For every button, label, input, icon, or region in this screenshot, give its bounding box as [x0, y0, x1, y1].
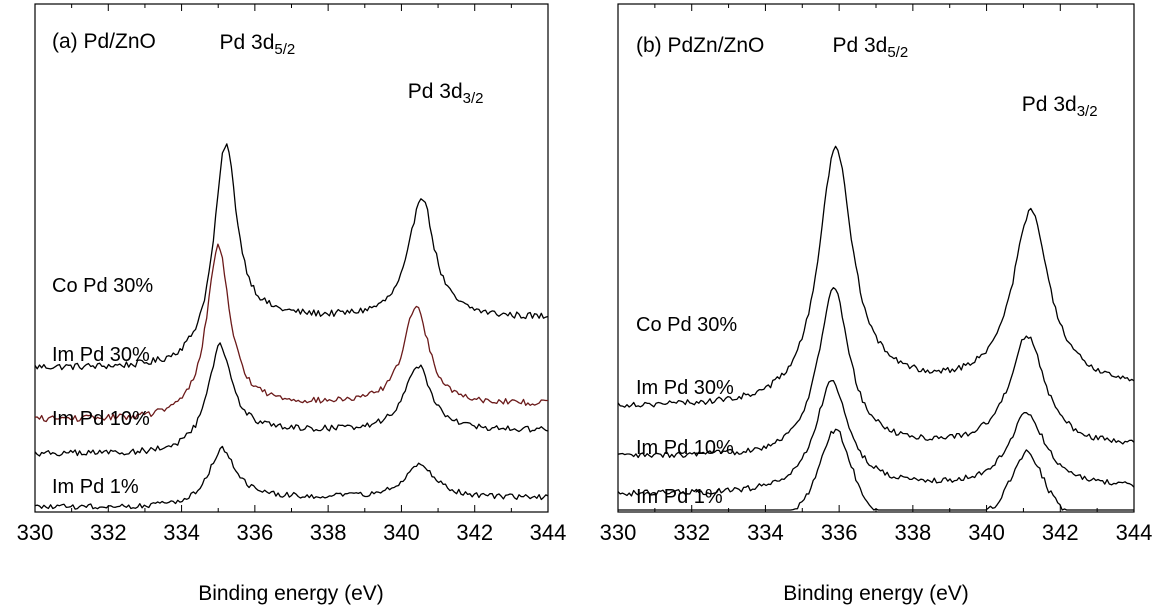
peak-label-main: Pd 3d	[832, 34, 887, 57]
spectrum-line	[34, 342, 549, 457]
x-tick-label: 338	[310, 520, 347, 545]
plot-frame	[34, 3, 549, 513]
x-tick-label: 342	[1042, 520, 1079, 545]
peak-label-subscript: 5/2	[274, 41, 295, 58]
peak-label-subscript: 3/2	[1077, 103, 1098, 120]
spectrum-line	[34, 243, 548, 423]
x-tick-label: 332	[90, 520, 127, 545]
peak-label: Pd 3d3/2	[408, 80, 484, 107]
x-tick-label: 334	[747, 520, 784, 545]
peak-label-subscript: 3/2	[463, 90, 484, 107]
spectrum-line	[617, 145, 1135, 408]
x-tick-label: 344	[1116, 520, 1153, 545]
peak-label: Pd 3d5/2	[832, 34, 908, 61]
x-tick-label: 330	[600, 520, 637, 545]
peak-label-main: Pd 3d	[1022, 93, 1077, 116]
plot-frame	[617, 3, 1135, 513]
x-axis-title: Binding energy (eV)	[198, 582, 384, 605]
x-axis-title: Binding energy (eV)	[783, 582, 969, 605]
x-tick-label: 336	[821, 520, 858, 545]
x-axis: 330 332 334 336 338 340 342 344	[600, 4, 1153, 545]
peak-label-subscript: 5/2	[887, 44, 908, 61]
series-label: Im Pd 1%	[52, 476, 139, 498]
series-label: Im Pd 10%	[52, 408, 150, 430]
x-tick-label: 340	[968, 520, 1005, 545]
peak-label: Pd 3d3/2	[1022, 93, 1098, 120]
panel-label: (b) PdZn/ZnO	[636, 34, 764, 57]
x-axis: 330 332 334 336 338 340 342 344	[17, 4, 567, 545]
x-tick-label: 338	[894, 520, 931, 545]
spectrum-line	[34, 143, 549, 371]
chart-panel-a: 330 332 334 336 338 340 342 344 Binding energy (…	[17, 3, 567, 605]
spectrum-line	[34, 445, 549, 510]
x-tick-label: 336	[236, 520, 273, 545]
series-label: Im Pd 10%	[636, 437, 734, 459]
series-label: Im Pd 30%	[52, 344, 150, 366]
series-label: Co Pd 30%	[636, 314, 737, 336]
x-tick-label: 334	[163, 520, 200, 545]
x-tick-label: 344	[530, 520, 567, 545]
series-label: Co Pd 30%	[52, 275, 153, 297]
series-label: Im Pd 30%	[636, 377, 734, 399]
peak-label-main: Pd 3d	[220, 31, 275, 54]
spectrum-line	[617, 287, 1135, 459]
spectrum-line	[617, 379, 1135, 497]
panel-label: (a) Pd/ZnO	[52, 30, 156, 53]
peak-label-main: Pd 3d	[408, 80, 463, 103]
series-label: Im Pd 1%	[636, 486, 723, 508]
peak-label: Pd 3d5/2	[220, 31, 296, 58]
spectrum-line	[618, 428, 1134, 511]
x-tick-label: 342	[456, 520, 493, 545]
x-tick-label: 330	[17, 520, 54, 545]
x-tick-label: 332	[673, 520, 710, 545]
chart-panel-b: 330 332 334 336 338 340 342 344 Binding energy (…	[600, 3, 1153, 605]
x-tick-label: 340	[383, 520, 420, 545]
